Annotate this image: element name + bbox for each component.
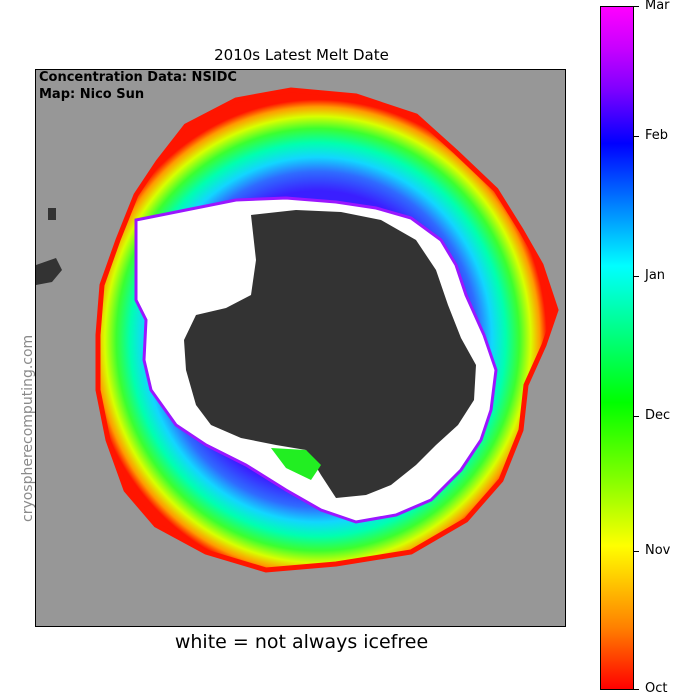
map-title: 2010s Latest Melt Date [214,46,389,64]
antarctica-landmass [184,210,476,498]
colorbar-label-mar: Mar [645,0,670,13]
colorbar-label-nov: Nov [645,543,671,558]
colorbar-tick [634,689,639,690]
legend-caption: white = not always icefree [174,631,429,653]
colorbar-tick [634,136,639,137]
colorbar-label-dec: Dec [645,408,671,423]
map-credit: Map: Nico Sun [39,87,145,102]
data-credit: Concentration Data: NSIDC [39,70,237,85]
map-graphic [36,87,559,573]
colorbar-tick [634,416,639,417]
antarctic-melt-map [35,69,566,627]
colorbar [600,6,634,690]
colorbar-tick [634,276,639,277]
colorbar-tick [634,6,639,7]
colorbar-tick [634,551,639,552]
colorbar-label-feb: Feb [645,128,669,143]
watermark: cryospherecomputing.com [20,334,36,522]
colorbar-label-jan: Jan [645,268,666,283]
colorbar-label-oct: Oct [645,681,668,696]
